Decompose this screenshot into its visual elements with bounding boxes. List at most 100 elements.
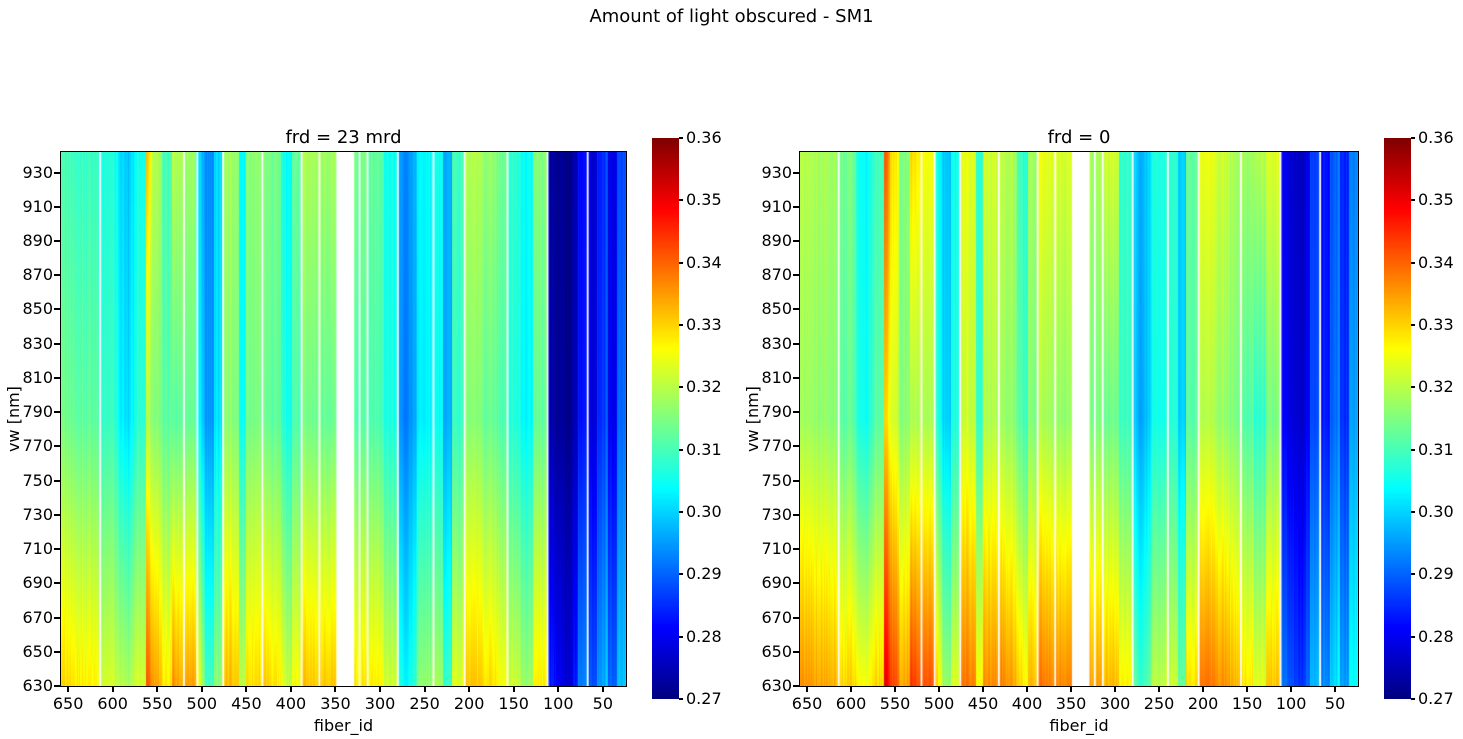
y-tick-mark <box>54 205 60 208</box>
x-tick-label: 450 <box>231 694 262 713</box>
heatmap-canvas <box>61 152 626 686</box>
y-tick-label: 910 <box>761 196 792 216</box>
y-tick-label: 790 <box>761 402 792 422</box>
y-tick-label: 770 <box>22 436 53 456</box>
x-tick-mark <box>289 687 292 692</box>
y-tick-mark <box>54 411 60 414</box>
y-tick-mark <box>793 582 799 585</box>
colorbar-tick-mark <box>1411 386 1415 389</box>
x-tick-label: 650 <box>52 694 84 713</box>
colorbar-tick-label: 0.34 <box>1418 252 1454 272</box>
x-tick-label: 550 <box>879 694 911 713</box>
colorbar <box>652 138 679 699</box>
colorbar-tick-mark <box>1411 448 1415 451</box>
x-tick-mark <box>67 687 70 692</box>
colorbar-tick-mark <box>1411 511 1415 513</box>
y-tick-mark <box>54 274 60 277</box>
colorbar-tick-mark <box>679 137 683 139</box>
y-tick-mark <box>793 513 799 516</box>
colorbar-tick-label: 0.33 <box>1418 315 1454 334</box>
y-tick-mark <box>54 308 60 311</box>
colorbar-tick-mark <box>679 199 683 202</box>
y-tick-label: 870 <box>761 265 792 285</box>
y-tick-mark <box>54 548 60 551</box>
x-tick-mark <box>938 687 941 692</box>
colorbar-tick-label: 0.35 <box>1418 190 1454 210</box>
y-tick-label: 810 <box>22 367 53 387</box>
y-tick-mark <box>793 616 799 619</box>
colorbar-tick-mark <box>679 448 683 451</box>
x-tick-label: 200 <box>453 694 485 713</box>
y-tick-label: 650 <box>22 641 53 661</box>
y-tick-mark <box>793 376 799 379</box>
colorbar-tick-mark <box>679 511 683 513</box>
x-tick-mark <box>894 687 897 692</box>
figure-suptitle: Amount of light obscured - SM1 <box>589 6 874 27</box>
x-tick-label: 550 <box>141 694 173 713</box>
y-tick-label: 870 <box>22 265 53 285</box>
y-tick-label: 750 <box>761 470 792 490</box>
y-tick-mark <box>54 240 60 242</box>
colorbar-tick-label: 0.32 <box>686 377 722 397</box>
x-tick-label: 400 <box>1011 694 1043 713</box>
x-tick-label: 100 <box>1275 694 1307 713</box>
colorbar-tick-label: 0.36 <box>1418 128 1454 147</box>
y-tick-mark <box>793 685 799 687</box>
y-tick-mark <box>793 445 799 448</box>
y-tick-label: 670 <box>761 607 792 627</box>
y-tick-mark <box>54 342 60 345</box>
x-tick-label: 400 <box>275 694 307 713</box>
x-tick-mark <box>1334 687 1337 692</box>
x-tick-mark <box>423 687 426 692</box>
colorbar-tick-label: 0.32 <box>1418 377 1454 397</box>
x-axis-label: fiber_id <box>1049 716 1109 735</box>
colorbar-tick-label: 0.34 <box>686 252 722 272</box>
y-tick-mark <box>793 479 799 482</box>
x-tick-label: 50 <box>1324 694 1346 713</box>
x-tick-mark <box>512 687 515 692</box>
y-tick-label: 630 <box>761 676 792 695</box>
y-tick-label: 650 <box>761 641 792 661</box>
colorbar-tick-label: 0.29 <box>686 564 722 584</box>
y-tick-mark <box>793 171 799 174</box>
x-tick-mark <box>1290 687 1293 692</box>
x-tick-label: 500 <box>923 694 955 713</box>
x-tick-mark <box>334 687 337 692</box>
y-tick-label: 830 <box>761 333 792 353</box>
heatmap-canvas <box>800 152 1358 686</box>
colorbar-tick-mark <box>1411 635 1415 638</box>
x-tick-label: 250 <box>1143 694 1175 713</box>
y-tick-label: 850 <box>22 299 53 319</box>
x-tick-label: 350 <box>1055 694 1087 713</box>
y-tick-mark <box>793 240 799 242</box>
colorbar-tick-mark <box>679 261 683 264</box>
y-tick-label: 910 <box>22 196 53 216</box>
x-tick-label: 600 <box>97 694 128 713</box>
colorbar-tick-mark <box>679 573 683 576</box>
y-tick-label: 690 <box>22 573 53 593</box>
x-tick-mark <box>111 687 114 692</box>
y-tick-label: 670 <box>22 607 53 627</box>
x-tick-label: 300 <box>1099 694 1131 713</box>
y-tick-label: 810 <box>761 367 792 387</box>
y-tick-label: 930 <box>761 162 792 182</box>
x-tick-mark <box>245 687 248 692</box>
colorbar-tick-mark <box>1411 199 1415 202</box>
y-tick-label: 890 <box>22 231 53 250</box>
colorbar-tick-label: 0.27 <box>1418 689 1454 708</box>
colorbar-tick-label: 0.27 <box>686 689 722 708</box>
x-tick-label: 300 <box>364 694 396 713</box>
colorbar-tick-label: 0.30 <box>686 502 722 521</box>
x-tick-label: 450 <box>967 694 999 713</box>
y-tick-mark <box>54 376 60 379</box>
colorbar-tick-mark <box>1411 573 1415 576</box>
x-tick-label: 500 <box>186 694 218 713</box>
y-tick-mark <box>54 616 60 619</box>
y-tick-mark <box>793 205 799 208</box>
y-tick-mark <box>54 650 60 653</box>
y-tick-mark <box>793 548 799 551</box>
colorbar-tick-label: 0.33 <box>686 315 722 334</box>
x-tick-mark <box>379 687 382 692</box>
y-tick-label: 690 <box>761 573 792 593</box>
x-tick-mark <box>156 687 159 692</box>
